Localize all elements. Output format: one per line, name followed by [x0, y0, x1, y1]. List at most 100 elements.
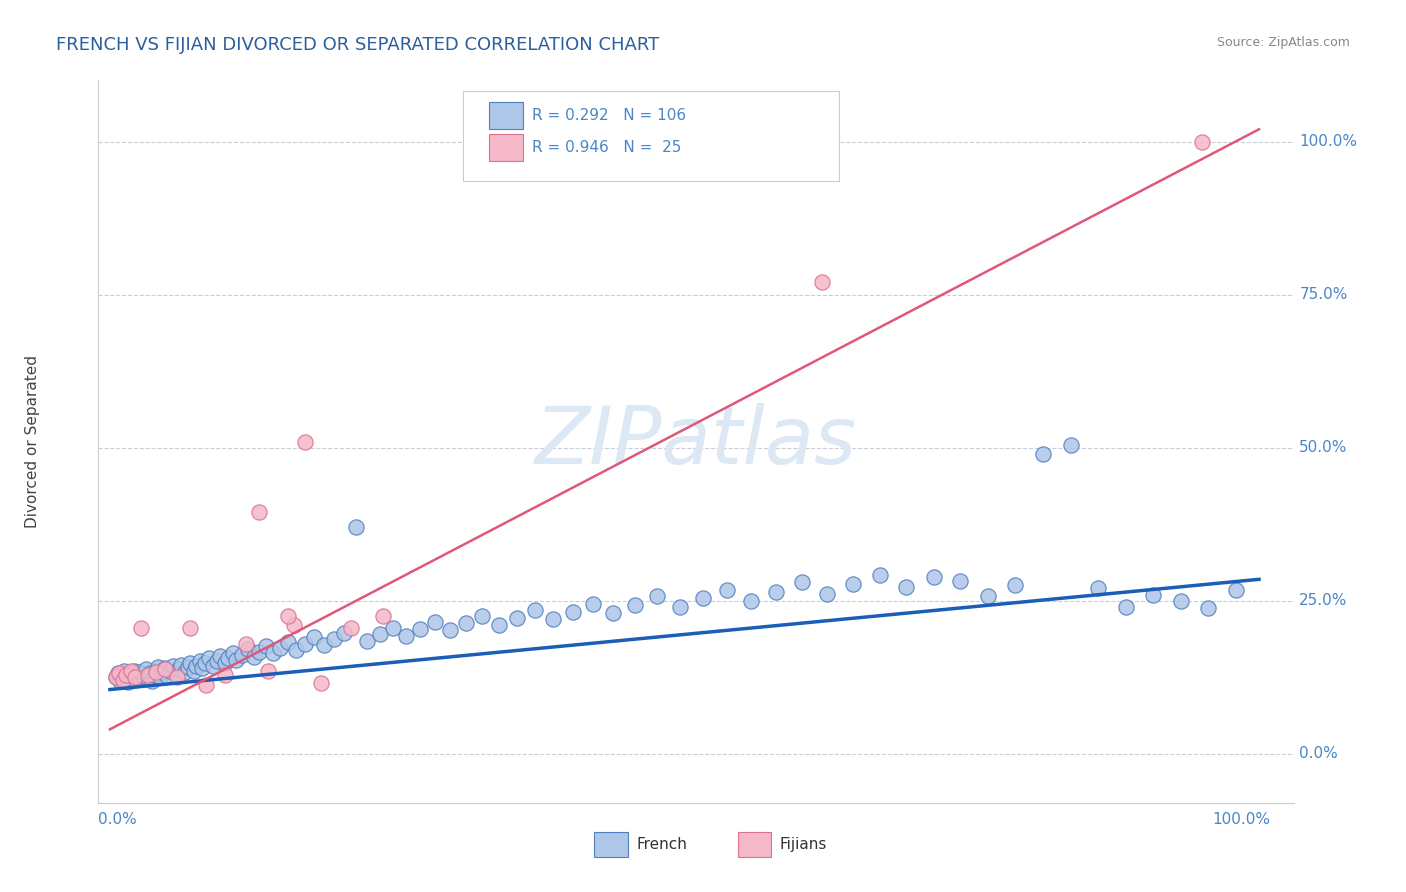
- Point: [173, 665, 195, 680]
- Point: [231, 648, 253, 662]
- Point: [602, 606, 624, 620]
- Point: [135, 662, 157, 676]
- Point: [524, 603, 547, 617]
- Point: [381, 621, 404, 635]
- Point: [222, 646, 245, 660]
- Point: [156, 669, 179, 683]
- Point: [142, 668, 165, 682]
- Point: [373, 609, 395, 624]
- Text: R = 0.292   N = 106: R = 0.292 N = 106: [533, 108, 686, 123]
- Point: [104, 670, 127, 684]
- Text: Source: ZipAtlas.com: Source: ZipAtlas.com: [1216, 36, 1350, 49]
- Point: [141, 673, 163, 688]
- Point: [183, 664, 205, 678]
- Point: [170, 658, 193, 673]
- Point: [1004, 578, 1026, 592]
- Point: [139, 665, 162, 680]
- Point: [148, 660, 170, 674]
- Point: [1198, 601, 1220, 615]
- Point: [129, 621, 152, 635]
- Text: 0.0%: 0.0%: [98, 812, 138, 827]
- Point: [159, 664, 181, 678]
- Point: [107, 665, 129, 680]
- Point: [277, 635, 299, 649]
- Point: [128, 672, 150, 686]
- Point: [114, 673, 136, 687]
- Point: [1170, 593, 1192, 607]
- Point: [842, 577, 865, 591]
- Text: Fijians: Fijians: [779, 838, 827, 852]
- Point: [197, 651, 219, 665]
- Point: [122, 664, 145, 678]
- Point: [124, 673, 146, 688]
- Point: [543, 612, 565, 626]
- Point: [167, 662, 190, 676]
- Point: [217, 650, 239, 665]
- Point: [1191, 135, 1213, 149]
- Point: [488, 617, 510, 632]
- Point: [214, 656, 236, 670]
- Point: [922, 570, 945, 584]
- Point: [115, 668, 138, 682]
- Point: [471, 609, 494, 624]
- Point: [177, 660, 200, 674]
- Point: [124, 670, 146, 684]
- Text: 25.0%: 25.0%: [1299, 593, 1347, 608]
- Point: [127, 668, 149, 682]
- Point: [153, 662, 176, 676]
- Point: [111, 673, 134, 688]
- Point: [115, 667, 138, 681]
- Point: [645, 590, 668, 604]
- Point: [257, 664, 280, 678]
- Point: [166, 667, 188, 681]
- Point: [262, 647, 284, 661]
- Point: [1225, 582, 1247, 597]
- Point: [692, 591, 714, 606]
- Point: [304, 631, 326, 645]
- Point: [120, 664, 142, 678]
- Text: 75.0%: 75.0%: [1299, 287, 1347, 302]
- Point: [104, 670, 127, 684]
- Point: [166, 670, 188, 684]
- Text: French: French: [637, 838, 688, 852]
- Point: [214, 668, 236, 682]
- Point: [669, 599, 692, 614]
- Point: [811, 276, 834, 290]
- Point: [110, 668, 132, 682]
- Point: [340, 621, 363, 635]
- Point: [205, 654, 228, 668]
- Point: [624, 598, 647, 612]
- Point: [581, 597, 603, 611]
- Point: [209, 648, 232, 663]
- Point: [131, 666, 153, 681]
- Bar: [595, 831, 628, 857]
- Point: [790, 575, 813, 590]
- Text: FRENCH VS FIJIAN DIVORCED OR SEPARATED CORRELATION CHART: FRENCH VS FIJIAN DIVORCED OR SEPARATED C…: [56, 36, 659, 54]
- Point: [235, 637, 257, 651]
- Point: [896, 580, 918, 594]
- Bar: [489, 102, 523, 129]
- Point: [179, 656, 201, 670]
- Point: [254, 639, 277, 653]
- Point: [145, 664, 167, 678]
- Point: [136, 668, 159, 682]
- Point: [136, 671, 159, 685]
- Point: [195, 678, 218, 692]
- Point: [247, 644, 270, 658]
- Point: [294, 637, 316, 651]
- Point: [506, 611, 529, 625]
- Point: [120, 665, 142, 680]
- Point: [242, 650, 264, 665]
- Point: [456, 616, 478, 631]
- Point: [152, 665, 174, 680]
- Point: [356, 633, 378, 648]
- Point: [110, 673, 132, 688]
- Point: [162, 659, 184, 673]
- Point: [191, 661, 214, 675]
- Point: [423, 615, 446, 630]
- Point: [1087, 582, 1109, 596]
- Point: [977, 589, 1000, 603]
- Point: [283, 618, 305, 632]
- Point: [118, 669, 141, 683]
- Point: [122, 668, 145, 682]
